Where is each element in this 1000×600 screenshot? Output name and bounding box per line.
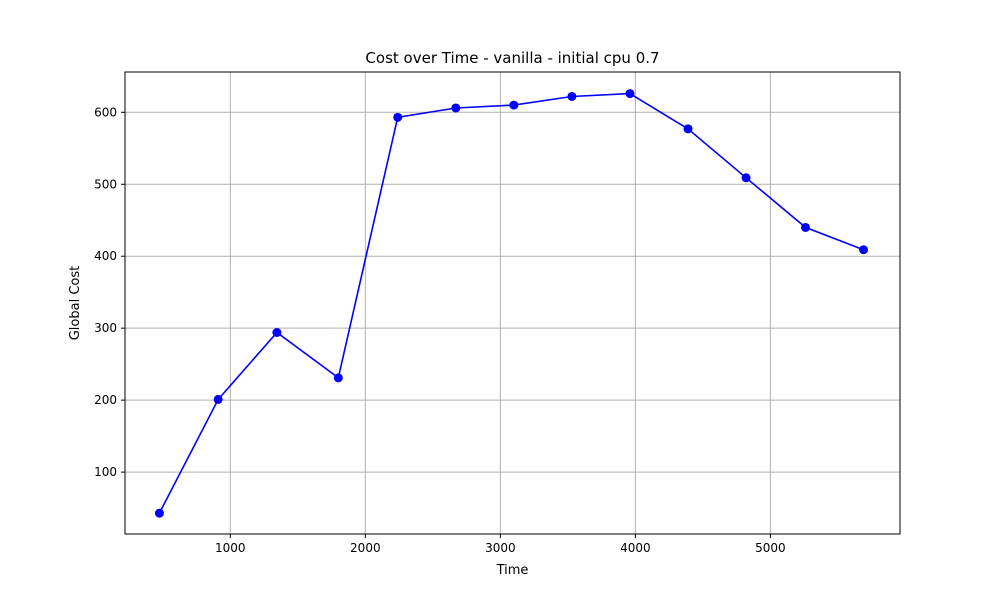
data-point	[154, 508, 164, 518]
y-tick-label: 300	[94, 321, 117, 335]
y-tick-label: 600	[94, 105, 117, 119]
data-point	[800, 222, 810, 232]
data-point	[451, 103, 461, 113]
x-tick-label: 4000	[620, 541, 651, 555]
y-tick-label: 400	[94, 249, 117, 263]
data-point	[859, 245, 869, 255]
x-tick-label: 5000	[755, 541, 786, 555]
y-axis-label: Global Cost	[68, 266, 83, 341]
series-layer	[154, 89, 869, 518]
data-point	[393, 112, 403, 122]
y-tick-label: 500	[94, 177, 117, 191]
data-point	[567, 91, 577, 101]
x-tick-label: 3000	[485, 541, 516, 555]
data-point	[272, 328, 282, 338]
data-point	[625, 89, 635, 99]
x-tick-label: 1000	[215, 541, 246, 555]
data-point	[683, 124, 693, 134]
data-point	[741, 173, 751, 183]
plot-area-frame	[124, 71, 901, 535]
x-tick-label: 2000	[350, 541, 381, 555]
grid-lines	[125, 72, 900, 534]
x-axis: 1000 2000 3000 4000 5000	[215, 534, 786, 555]
y-axis: 100 200 300 400 500 600	[94, 105, 125, 479]
y-tick-label: 200	[94, 393, 117, 407]
chart-title: Cost over Time - vanilla - initial cpu 0…	[365, 49, 659, 67]
data-point	[213, 394, 223, 404]
y-tick-label: 100	[94, 465, 117, 479]
x-axis-label: Time	[496, 563, 529, 578]
data-point	[333, 373, 343, 383]
data-point	[509, 100, 519, 110]
